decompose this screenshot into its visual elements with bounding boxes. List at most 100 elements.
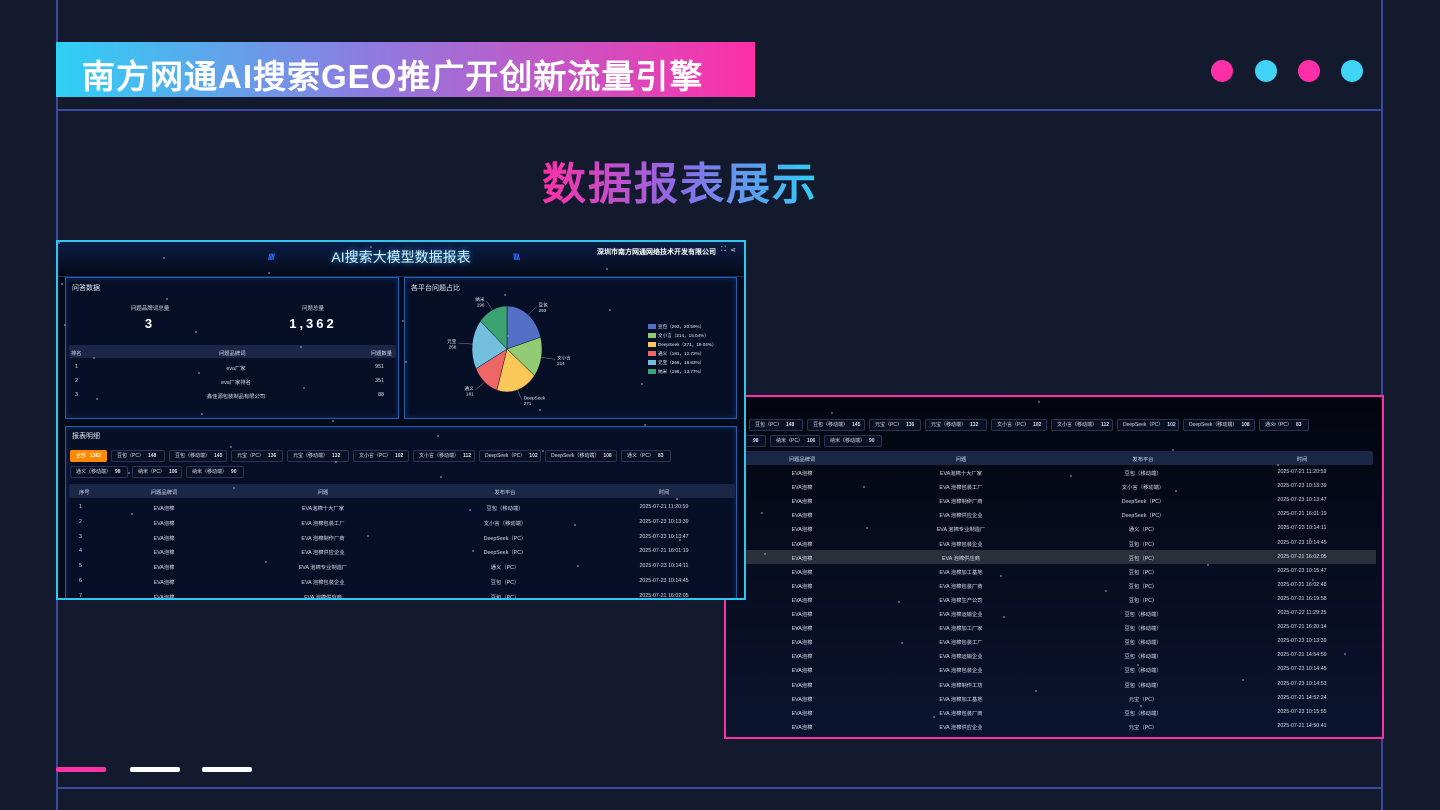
detail-cell: 2025-07-21 16:02:05 [639,592,689,599]
filter-tab[interactable]: 通义（PC） 83 [1259,419,1309,431]
detail-cell: EVA 泡棉供应商 [304,594,342,600]
fullscreen-icon[interactable]: ⛶ [721,246,726,253]
filter-tab[interactable]: 豆包（移动端） 145 [169,450,227,462]
share-icon[interactable]: ⋖ [730,247,736,254]
pie-legend-item[interactable]: 通义（181，12.72%） [648,351,704,357]
pie-slice-5[interactable] [480,305,508,350]
filter-tab[interactable]: 通义（PC） 83 [621,450,671,462]
star-decor [1070,475,1072,477]
detail-cell: EVA泡棉 [791,710,813,717]
detail-col-header: 发布平台 [1132,457,1154,463]
filter-tab[interactable]: DeepSeek（PC） 102 [1117,419,1179,431]
qa-rank: 1 [75,364,78,370]
detail-cell: EVA泡棉 [791,499,813,506]
detail-cell: 豆包（PC） [1128,541,1158,548]
title-banner: 南方网通AI搜索GEO推广开创新流量引擎 [56,42,755,97]
filter-tab[interactable]: 文小言（移动端） 112 [413,450,475,462]
detail-cell: 豆包（移动端） [1124,710,1162,717]
star-decor [542,450,544,452]
detail-cell: EVA 泡棉包装厂商 [939,710,983,717]
filter-tab[interactable]: 纳米（PC） 106 [770,435,820,447]
filter-tab[interactable]: DeepSeek（PC） 102 [479,450,541,462]
filter-tab[interactable]: DeepSeek（移动端） 108 [1183,419,1255,431]
pie-legend-item[interactable]: 文小言（214，15.04%） [648,333,709,339]
filter-tab[interactable]: 豆包（PC） 148 [111,450,165,462]
star-decor [332,420,334,422]
filter-tab-count: 112 [1101,422,1110,428]
detail-table-row[interactable]: 17 EVA泡棉 EVA 泡棉加工基地 元宝（PC） 2025-07-21 14:52:… [726,691,1376,705]
detail-table-row[interactable]: 12 EVA泡棉 EVA 泡棉加工厂家 豆包（移动端） 2025-07-21 16:20… [726,620,1376,634]
detail-cell: 2025-07-22 11:29:25 [1277,610,1327,616]
detail-cell: EVA泡棉 [153,506,175,512]
frame-line-bottom [56,787,1383,789]
filter-tab[interactable]: 文小言（移动端） 112 [1051,419,1113,431]
filter-tab[interactable]: 通义（移动端）98 [70,466,128,478]
star-decor [1207,564,1209,566]
detail-table-row[interactable]: 16 EVA泡棉 EVA 泡棉制作工坊 豆包（移动端） 2025-07-23 10:14… [726,677,1376,691]
filter-tab[interactable]: 纳米（移动端） 90 [824,435,882,447]
filter-tab[interactable]: 文小言（PC） 102 [353,450,409,462]
header-decor: //// [268,252,275,262]
detail-table-row[interactable]: 14 EVA泡棉 EVA 泡棉运输企业 豆包（移动端） 2025-07-21 14:54… [726,648,1376,662]
star-decor [195,331,197,333]
filter-tab[interactable]: 豆包（移动端） 145 [807,419,865,431]
filter-tab[interactable]: 纳米（移动端） 90 [186,466,244,478]
star-decor [1038,401,1040,403]
legend-text: 通义（181，12.72%） [658,351,705,356]
detail-table-row[interactable]: 11 EVA泡棉 EVA 泡棉运输企业 豆包（移动端） 2025-07-22 11:29… [726,606,1376,620]
detail-cell: DeepSeek（PC） [1121,499,1165,506]
filter-tab[interactable]: 纳米（PC） 106 [132,466,182,478]
pie-legend-item[interactable]: 元宝（268，18.83%） [648,360,704,366]
detail-cell: EVA泡棉 [791,640,813,647]
pie-legend-item[interactable]: DeepSeek（271，19.04%） [648,342,716,348]
filter-tab[interactable]: 元宝（PC） 136 [869,419,921,431]
filter-tab[interactable]: 元宝（移动端） 132 [925,419,987,431]
decor-dash [130,767,180,772]
star-decor [405,361,407,363]
star-decor [504,294,506,296]
filter-tab[interactable]: DeepSeek（移动端） 108 [545,450,617,462]
star-decor [1003,616,1005,618]
filter-tab-count: 83 [657,453,664,459]
detail-table-row[interactable]: 19 EVA泡棉 EVA 泡棉供应企业 元宝（PC） 2025-07-21 14:50:… [726,719,1376,733]
pie-legend-item[interactable]: 纳米（196，13.77%） [648,369,704,375]
detail-table-row[interactable]: 15 EVA泡棉 EVA 泡棉包装企业 豆包（移动端） 2025-07-23 10:14… [726,662,1376,676]
filter-tab[interactable]: 元宝（移动端） 132 [287,450,349,462]
detail-col-header: 问题 [317,490,329,496]
dashboard-header: //// \\\\ AI搜索大模型数据报表 深圳市南方网通网络技术开发有限公司 … [58,242,744,277]
filter-tab-count: 1362 [90,453,102,459]
filter-tab[interactable]: 元宝（PC） 136 [231,450,283,462]
detail-cell: EVA泡棉 [791,724,813,731]
pie-slice-0[interactable] [506,305,541,350]
pie-legend-item[interactable]: 豆包（293，20.59%） [648,324,704,330]
star-decor [1140,705,1142,707]
detail-cell: EVA 泡棉制作厂商 [301,535,345,542]
filter-tab[interactable]: 豆包（PC） 148 [749,419,803,431]
detail-cell: EVA泡棉 [153,580,175,586]
detail-table-row[interactable]: 13 EVA泡棉 EVA 泡棉包装工厂 豆包（移动端） 2025-07-23 10:13… [726,634,1376,648]
detail-table-row[interactable]: 18 EVA泡棉 EVA 泡棉包装厂商 豆包（移动端） 2025-07-23 10:15… [726,705,1376,719]
filter-tab[interactable]: 文小言（PC） 102 [991,419,1047,431]
detail-cell: EVA 泡棉供应企业 [939,724,983,731]
section-heading: 数据报表展示 [0,148,1360,212]
detail-cell: 2025-07-23 10:14:53 [1277,680,1327,687]
detail-cell: EVA泡棉 [791,471,813,477]
